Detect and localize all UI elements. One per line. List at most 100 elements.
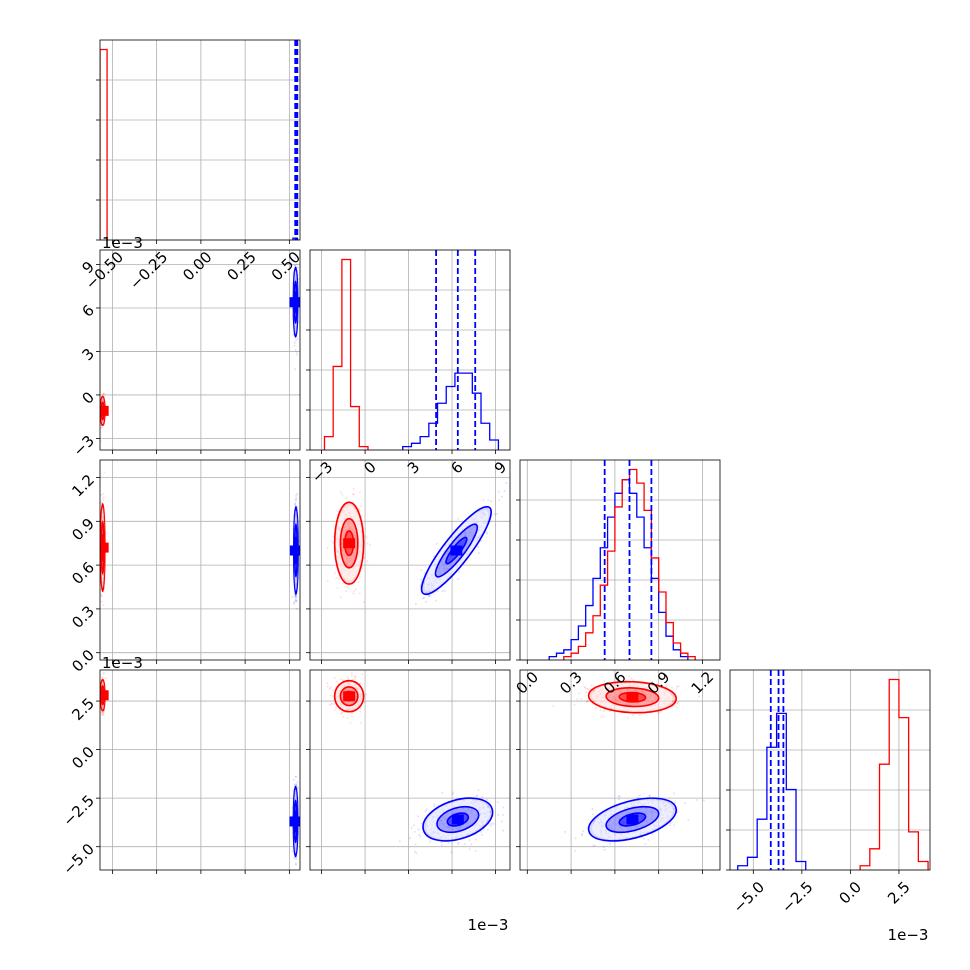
scatter-point (101, 714, 103, 716)
scatter-point (363, 701, 366, 704)
scatter-point (492, 822, 495, 825)
scatter-point (101, 712, 104, 715)
panel-frame-3-1 (309, 669, 511, 871)
scatter-point (676, 685, 679, 688)
scatter-point (632, 714, 635, 717)
scatter-point (505, 482, 508, 485)
scatter-point (102, 496, 105, 499)
scatter-point (352, 493, 355, 496)
scatter-point (589, 687, 592, 690)
scatter-point (414, 830, 416, 833)
scatter-point (296, 493, 299, 495)
scatter-point (636, 796, 639, 799)
scatter-point (676, 702, 678, 705)
x-ticks-2-1 (321, 660, 496, 664)
y-ticks-1-1 (306, 289, 310, 451)
y-ticks-2-0 (96, 477, 100, 654)
scatter-point (433, 803, 436, 806)
x-ticks-2-0 (111, 660, 290, 664)
scatter-point (417, 828, 420, 831)
panel-grid-1-0 (100, 250, 300, 450)
panel-grid-2-2 (520, 460, 720, 661)
scatter-point (353, 676, 356, 678)
scatter-point (474, 849, 477, 852)
scatter-point (413, 824, 415, 827)
scatter-point (331, 689, 334, 692)
scatter-point (291, 850, 294, 853)
scatter-point (361, 673, 364, 676)
scatter-point (475, 795, 478, 798)
density-peak (289, 816, 300, 827)
panel-frame-2-0 (99, 459, 301, 661)
scatter-point (334, 677, 336, 680)
scatter-point (294, 862, 297, 865)
scatter-point (101, 675, 104, 678)
scatter-point (410, 826, 413, 829)
scatter-point (677, 685, 680, 688)
scatter-point (481, 796, 484, 799)
scatter-point (433, 805, 436, 808)
scatter-point (339, 491, 342, 494)
y-offset-label: 1e−3 (102, 654, 143, 672)
scatter-point (366, 536, 369, 539)
scatter-point (295, 498, 298, 501)
y-tick-label: −5.0 (60, 840, 98, 878)
scatter-point (480, 830, 483, 833)
histogram-3 (737, 670, 929, 870)
scatter-point (463, 843, 466, 845)
scatter-point (429, 594, 431, 597)
scatter-point (361, 567, 364, 570)
x-tick-label: 6 (447, 458, 466, 477)
scatter-point (428, 840, 431, 843)
density-peak (451, 814, 464, 825)
scatter-point (366, 560, 369, 563)
scatter-point (490, 822, 493, 825)
scatter-point (485, 531, 488, 534)
scatter-point (345, 497, 348, 500)
scatter-point (354, 588, 357, 591)
panel-grid-3-3 (730, 670, 930, 871)
scatter-point (333, 703, 336, 705)
y-tick-label: 0.0 (68, 743, 98, 773)
scatter-point (502, 814, 505, 816)
scatter-point (335, 577, 338, 580)
scatter-point (590, 684, 593, 687)
scatter-point (649, 794, 651, 797)
scatter-point (456, 517, 459, 520)
scatter-point (102, 392, 105, 395)
density-peak (343, 538, 356, 549)
scatter-point (675, 687, 678, 690)
scatter-point (338, 578, 341, 580)
panel-frame-2-2 (519, 459, 721, 661)
hist-red-0 (100, 48, 108, 240)
scatter-point (497, 490, 500, 493)
x-ticks-1-0 (111, 450, 290, 454)
density-peak (289, 297, 300, 308)
scatter-point (295, 595, 297, 598)
scatter-point (643, 837, 646, 840)
scatter-point (335, 706, 337, 709)
scatter-point (644, 842, 647, 845)
scatter-point (578, 692, 580, 695)
panel-frame-0-0 (99, 39, 301, 241)
scatter-point (333, 709, 336, 712)
density-peak (100, 690, 109, 701)
density-peak (450, 545, 463, 556)
scatter-point (651, 833, 654, 835)
scatter-point (296, 266, 299, 269)
scatter-point (294, 339, 297, 342)
y-ticks-3-1 (306, 700, 310, 848)
scatter-point (339, 596, 342, 599)
density-peak (100, 405, 109, 416)
scatter-point (294, 599, 297, 602)
scatter-point (336, 587, 339, 590)
scatter-point (489, 810, 492, 813)
scatter-point (414, 843, 417, 846)
scatter-point (294, 594, 297, 597)
scatter-point (477, 552, 480, 554)
x-tick-label: 2.5 (884, 878, 914, 908)
scatter-point (346, 586, 349, 589)
scatter-point (296, 263, 299, 266)
x-tick-label: −0.25 (126, 248, 171, 293)
scatter-point (358, 576, 361, 579)
